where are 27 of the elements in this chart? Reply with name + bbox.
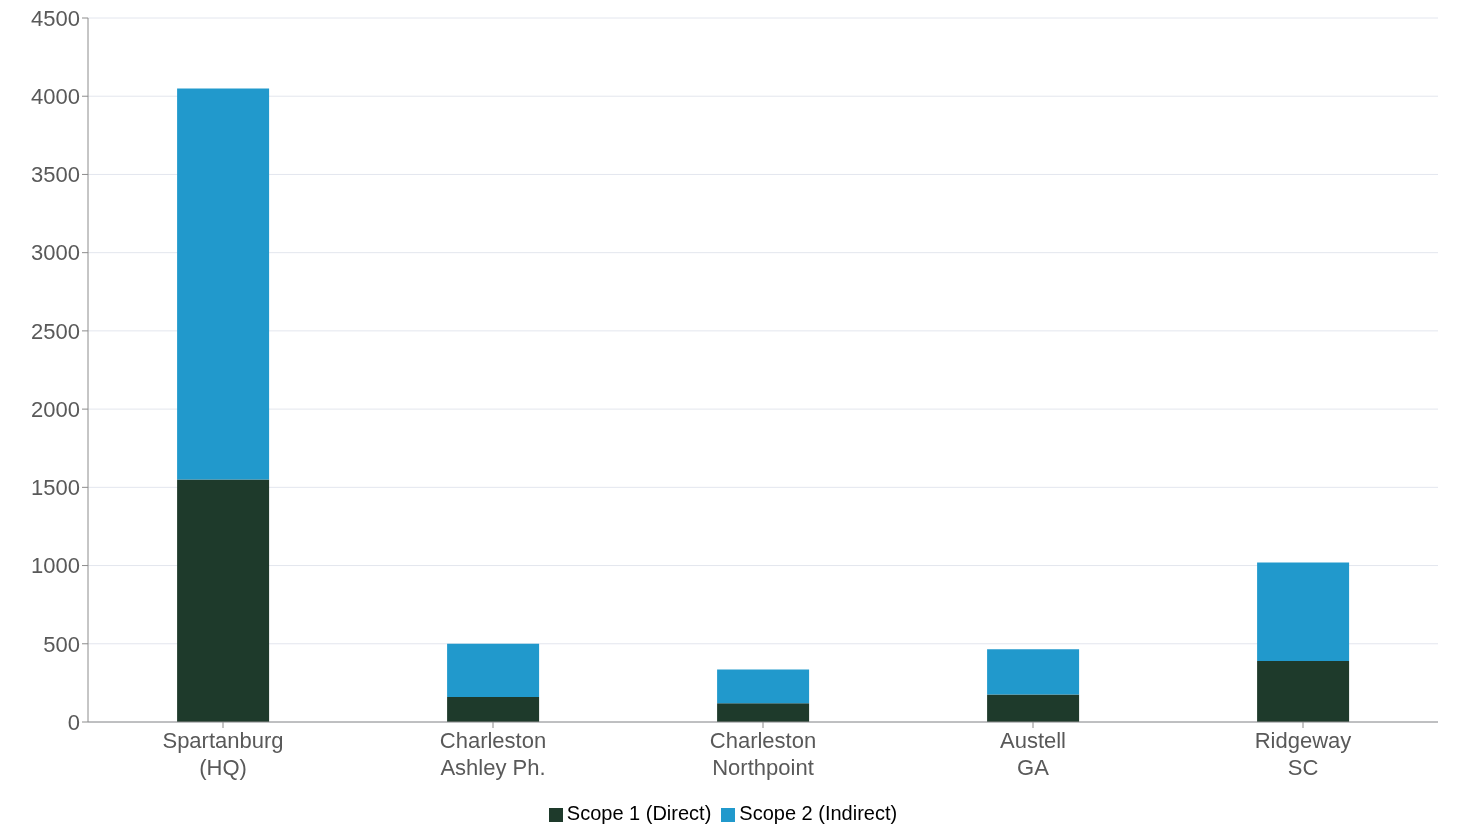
- x-tick-label: Charleston Ashley Ph.: [439, 728, 547, 780]
- bar: [177, 479, 270, 722]
- y-tick-label: 0: [67, 709, 80, 735]
- bar: [1257, 562, 1350, 661]
- bar: [717, 703, 810, 722]
- bar: [447, 643, 540, 697]
- y-tick-label: 2500: [31, 318, 80, 344]
- y-tick-label: 1000: [31, 553, 80, 579]
- y-tick-label: 2000: [31, 396, 80, 422]
- x-tick-label: Spartanburg (HQ): [162, 728, 284, 780]
- bar: [177, 88, 270, 480]
- bar: [987, 694, 1080, 722]
- bar: [447, 696, 540, 722]
- legend-label: Scope 1 (Direct): [566, 802, 712, 824]
- bar: [717, 669, 810, 704]
- x-tick-label: Charleston Northpoint: [709, 728, 817, 780]
- y-tick-label: 1500: [31, 475, 80, 501]
- y-tick-label: 4000: [31, 84, 80, 110]
- y-tick-label: 4500: [31, 5, 80, 31]
- y-tick-label: 500: [43, 631, 80, 657]
- bar: [987, 649, 1080, 695]
- bar: [1257, 660, 1350, 722]
- x-tick-label: Ridgeway SC: [1254, 728, 1352, 780]
- legend-label: Scope 2 (Indirect): [739, 802, 898, 824]
- y-tick-label: 3000: [31, 240, 80, 266]
- x-tick-label: Austell GA: [999, 728, 1067, 780]
- y-tick-label: 3500: [31, 162, 80, 188]
